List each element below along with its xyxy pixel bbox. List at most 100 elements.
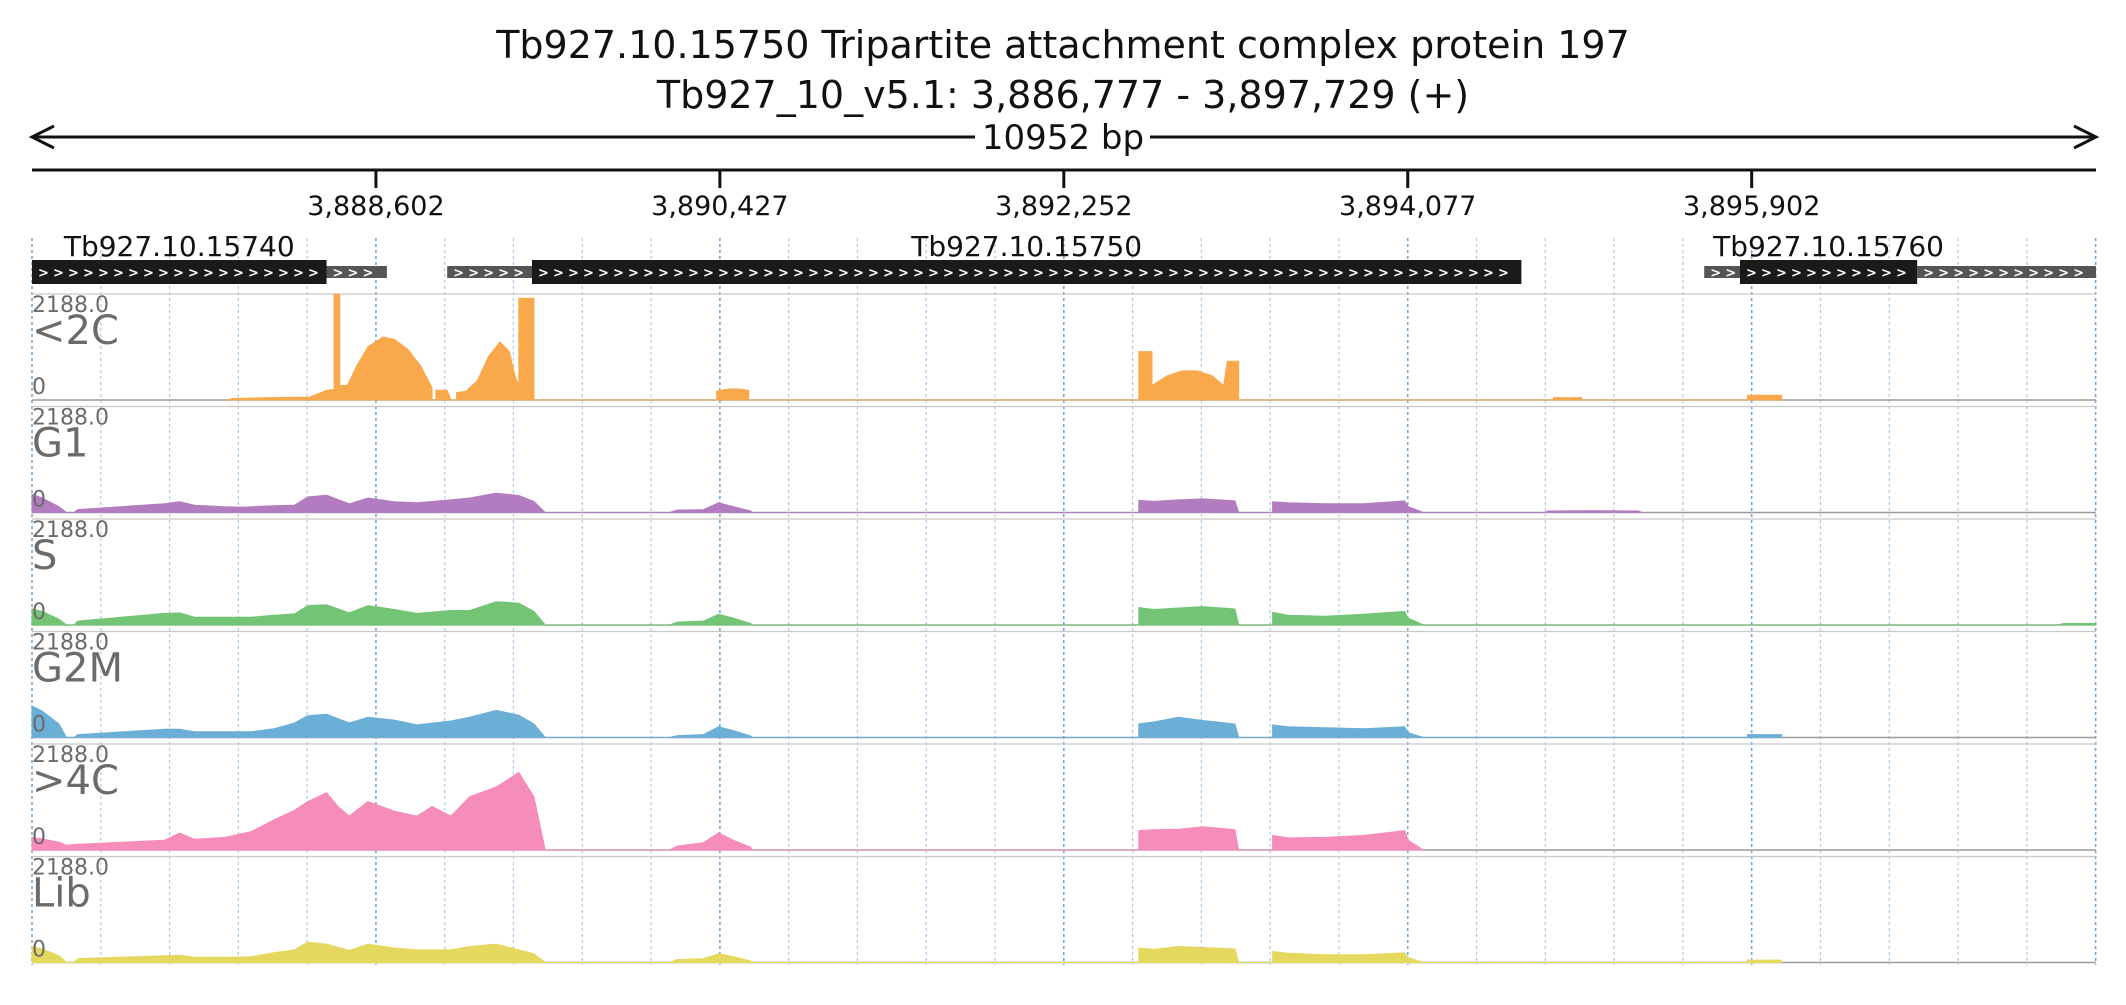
strand-arrow-icon: >	[718, 266, 729, 281]
strand-arrow-icon: >	[778, 266, 789, 281]
strand-arrow-icon: >	[333, 266, 344, 281]
strand-arrow-icon: >	[188, 266, 199, 281]
strand-arrow-icon: >	[158, 266, 169, 281]
gene-utr5	[447, 266, 532, 278]
strand-arrow-icon: >	[38, 266, 49, 281]
strand-arrow-icon: >	[1003, 266, 1014, 281]
strand-arrow-icon: >	[1273, 266, 1284, 281]
strand-arrow-icon: >	[883, 266, 894, 281]
track-max-label: 2188.0	[32, 743, 109, 768]
strand-arrow-icon: >	[613, 266, 624, 281]
strand-arrow-icon: >	[53, 266, 64, 281]
gene-1: > > > > > > > > > > > > > > > > > > > > > > > > > > > > > > > > > > > > > > > >…	[447, 230, 1522, 284]
strand-arrow-icon: >	[988, 266, 999, 281]
strand-arrow-icon: >	[513, 266, 524, 281]
strand-arrow-icon: >	[598, 266, 609, 281]
strand-arrow-icon: >	[293, 266, 304, 281]
strand-arrow-icon: >	[1063, 266, 1074, 281]
strand-arrow-icon: >	[218, 266, 229, 281]
gene-cds	[531, 260, 1522, 284]
coverage-area	[31, 941, 1782, 963]
gene-utr3	[1917, 266, 2096, 278]
strand-arrow-icon: >	[1938, 266, 1949, 281]
strand-arrow-icon: >	[868, 266, 879, 281]
strand-arrow-icon: >	[2073, 266, 2084, 281]
gene-label: Tb927.10.15750	[910, 230, 1142, 263]
strand-arrow-icon: >	[1228, 266, 1239, 281]
strand-arrow-icon: >	[1183, 266, 1194, 281]
strand-arrow-icon: >	[1923, 266, 1934, 281]
strand-arrow-icon: >	[703, 266, 714, 281]
strand-arrow-icon: >	[793, 266, 804, 281]
coverage-area	[31, 771, 1426, 851]
strand-arrow-icon: >	[673, 266, 684, 281]
strand-arrow-icon: >	[1363, 266, 1374, 281]
track-1: 2188.0G1 0	[31, 406, 2096, 514]
strand-arrow-icon: >	[1953, 266, 1964, 281]
track-max-label: 2188.0	[32, 406, 109, 431]
coverage-area	[31, 601, 2097, 626]
track-name: Lib	[32, 871, 91, 917]
coverage-area	[31, 705, 1782, 738]
x-tick-label-3: 3,894,077	[1339, 191, 1476, 222]
strand-arrow-icon: >	[2058, 266, 2069, 281]
x-tick-label-4: 3,895,902	[1683, 191, 1820, 222]
strand-arrow-icon: >	[483, 266, 494, 281]
strand-arrow-icon: >	[853, 266, 864, 281]
track-min-label: 0	[32, 488, 46, 513]
strand-arrow-icon: >	[233, 266, 244, 281]
strand-arrow-icon: >	[958, 266, 969, 281]
gene-utr5	[1704, 266, 1741, 278]
strand-arrow-icon: >	[1393, 266, 1404, 281]
strand-arrow-icon: >	[348, 266, 359, 281]
strand-arrow-icon: >	[1498, 266, 1509, 281]
strand-arrow-icon: >	[1108, 266, 1119, 281]
strand-arrow-icon: >	[468, 266, 479, 281]
strand-arrow-icon: >	[643, 266, 654, 281]
track-max-label: 2188.0	[32, 293, 109, 318]
strand-arrow-icon: >	[308, 266, 319, 281]
strand-arrow-icon: >	[1018, 266, 1029, 281]
strand-arrow-icon: >	[1078, 266, 1089, 281]
strand-arrow-icon: >	[1408, 266, 1419, 281]
strand-arrow-icon: >	[1453, 266, 1464, 281]
strand-arrow-icon: >	[1866, 266, 1877, 281]
strand-arrow-icon: >	[1423, 266, 1434, 281]
chart-subtitle: Tb927_10_v5.1: 3,886,777 - 3,897,729 (+)	[656, 73, 1469, 117]
gene-label: Tb927.10.15760	[1712, 230, 1944, 263]
grid-lines	[31, 238, 2097, 965]
x-tick-label-0: 3,888,602	[307, 191, 444, 222]
strand-arrow-icon: >	[1438, 266, 1449, 281]
gene-0: > > > > > > > > > > > > > > > > > > > > > > Tb927.10.15740	[32, 230, 387, 284]
strand-arrow-icon: >	[973, 266, 984, 281]
gene-utr3	[326, 266, 387, 278]
track-min-label: 0	[32, 713, 46, 738]
strand-arrow-icon: >	[1998, 266, 2009, 281]
strand-arrow-icon: >	[1348, 266, 1359, 281]
strand-arrow-icon: >	[898, 266, 909, 281]
strand-arrow-icon: >	[83, 266, 94, 281]
chart-title: Tb927.10.15750 Tripartite attachment com…	[495, 23, 1630, 67]
strand-arrow-icon: >	[943, 266, 954, 281]
strand-arrow-icon: >	[113, 266, 124, 281]
strand-arrow-icon: >	[1048, 266, 1059, 281]
strand-arrow-icon: >	[1881, 266, 1892, 281]
strand-arrow-icon: >	[1168, 266, 1179, 281]
track-name: G1	[32, 421, 88, 467]
strand-arrow-icon: >	[823, 266, 834, 281]
strand-arrow-icon: >	[1198, 266, 1209, 281]
strand-arrow-icon: >	[568, 266, 579, 281]
x-axis-ticks: 3,888,602 3,890,427 3,892,252 3,894,077 3,89…	[307, 170, 1820, 222]
strand-arrow-icon: >	[203, 266, 214, 281]
strand-arrow-icon: >	[688, 266, 699, 281]
strand-arrow-icon: >	[98, 266, 109, 281]
strand-arrow-icon: >	[1483, 266, 1494, 281]
strand-arrow-icon: >	[1896, 266, 1907, 281]
gene-cds	[32, 260, 327, 284]
track-name: S	[32, 533, 57, 579]
span-length-label: 10952 bp	[982, 118, 1144, 158]
